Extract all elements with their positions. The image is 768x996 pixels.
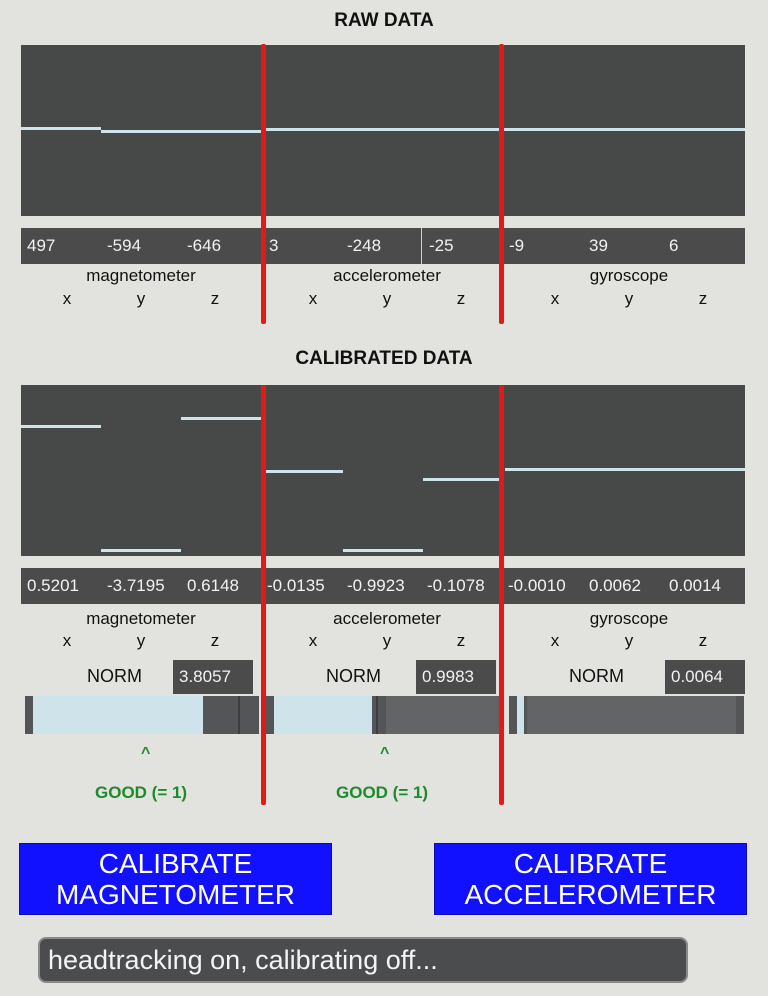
good-caret-magnetometer: ^ — [141, 745, 151, 762]
raw-axis-z: z — [698, 289, 708, 308]
norm-label-accelerometer: NORM — [326, 666, 381, 686]
raw-acc-z: -25 — [429, 236, 454, 255]
raw-axis-z: z — [210, 289, 220, 308]
calibrated-scope-display — [21, 385, 745, 556]
cal-axis-x: x — [550, 631, 560, 650]
cal-group-magnetometer: magnetometer — [86, 609, 196, 628]
good-caret-accelerometer: ^ — [380, 745, 390, 762]
norm-label-gyroscope: NORM — [569, 666, 624, 686]
raw-gyro-x: -9 — [509, 236, 525, 255]
raw-gyro-y: 39 — [589, 236, 608, 255]
good-label-magnetometer: GOOD (= 1) — [95, 783, 188, 802]
raw-trace-segment — [101, 130, 261, 133]
raw-data-title: RAW DATA — [334, 10, 434, 31]
norm-label-magnetometer: NORM — [87, 666, 142, 686]
red-marker-line — [261, 385, 266, 805]
calibrated-data-title: CALIBRATED DATA — [295, 348, 473, 369]
cal-axis-z: z — [210, 631, 220, 650]
raw-mag-y: -594 — [107, 236, 142, 255]
raw-mag-x: 497 — [27, 236, 56, 255]
cal-trace-mag-x — [21, 425, 101, 428]
cal-trace-mag-y — [101, 549, 181, 552]
cal-axis-z: z — [698, 631, 708, 650]
raw-scope-display — [21, 45, 745, 216]
cal-mag-y: -3.7195 — [107, 576, 165, 595]
cal-trace-acc-x — [263, 470, 343, 473]
raw-axis-y: y — [136, 289, 146, 308]
raw-acc-y: -248 — [347, 236, 382, 255]
cal-mag-z: 0.6148 — [187, 576, 239, 595]
raw-axis-x: x — [550, 289, 560, 308]
cal-acc-z: -0.1078 — [427, 576, 485, 595]
meter-remaining — [527, 696, 736, 734]
cal-group-accelerometer: accelerometer — [333, 609, 441, 628]
value-divider — [421, 228, 422, 264]
cal-gyro-z: 0.0014 — [669, 576, 721, 595]
cal-trace-gyro — [505, 468, 745, 471]
cal-group-gyroscope: gyroscope — [589, 609, 669, 628]
norm-value-accelerometer: 0.9983 — [416, 660, 496, 694]
cal-axis-z: z — [456, 631, 466, 650]
raw-values-bar: 497 -594 -646 3 -248 -25 -9 39 6 — [21, 228, 745, 264]
raw-trace-segment — [21, 127, 101, 130]
raw-acc-x: 3 — [269, 236, 279, 255]
norm-meter-gyroscope[interactable] — [509, 696, 744, 734]
cal-axis-x: x — [308, 631, 318, 650]
cal-axis-x: x — [62, 631, 72, 650]
cal-acc-y: -0.9923 — [347, 576, 405, 595]
meter-good-marker — [238, 696, 240, 734]
cal-axis-y: y — [624, 631, 634, 650]
good-label-accelerometer: GOOD (= 1) — [336, 783, 429, 802]
cal-gyro-x: -0.0010 — [508, 576, 566, 595]
raw-axis-z: z — [456, 289, 466, 308]
norm-meter-magnetometer[interactable] — [25, 696, 259, 734]
norm-meter-accelerometer[interactable] — [266, 696, 500, 734]
calibrated-values-bar: 0.5201 -3.7195 0.6148 -0.0135 -0.9923 -0… — [21, 568, 745, 604]
norm-value-gyroscope: 0.0064 — [665, 660, 745, 694]
raw-group-magnetometer: magnetometer — [86, 266, 196, 285]
cal-axis-y: y — [136, 631, 146, 650]
meter-fill — [517, 696, 524, 734]
raw-axis-x: x — [62, 289, 72, 308]
cal-trace-mag-z — [181, 417, 261, 420]
calibrate-magnetometer-button[interactable]: CALIBRATE MAGNETOMETER — [19, 843, 332, 915]
raw-axis-x: x — [308, 289, 318, 308]
red-marker-line — [499, 385, 504, 805]
meter-fill — [33, 696, 203, 734]
meter-fill — [274, 696, 372, 734]
calibrate-accelerometer-label: CALIBRATE ACCELEROMETER — [464, 848, 717, 910]
cal-gyro-y: 0.0062 — [589, 576, 641, 595]
raw-mag-z: -646 — [187, 236, 222, 255]
cal-axis-y: y — [382, 631, 392, 650]
cal-trace-acc-y — [343, 549, 423, 552]
red-marker-line — [261, 44, 266, 324]
cal-trace-acc-z — [423, 478, 503, 481]
raw-axis-y: y — [624, 289, 634, 308]
meter-good-marker — [376, 696, 378, 734]
calibrate-accelerometer-button[interactable]: CALIBRATE ACCELEROMETER — [434, 843, 747, 915]
calibrate-magnetometer-label: CALIBRATE MAGNETOMETER — [55, 848, 296, 910]
raw-group-gyroscope: gyroscope — [589, 266, 669, 285]
raw-gyro-z: 6 — [669, 236, 679, 255]
raw-group-accelerometer: accelerometer — [333, 266, 441, 285]
status-message-box: headtracking on, calibrating off... — [38, 937, 688, 983]
red-marker-line — [499, 44, 504, 324]
cal-acc-x: -0.0135 — [267, 576, 325, 595]
norm-value-magnetometer: 3.8057 — [173, 660, 253, 694]
cal-mag-x: 0.5201 — [27, 576, 79, 595]
raw-axis-y: y — [382, 289, 392, 308]
meter-remaining — [386, 696, 500, 734]
